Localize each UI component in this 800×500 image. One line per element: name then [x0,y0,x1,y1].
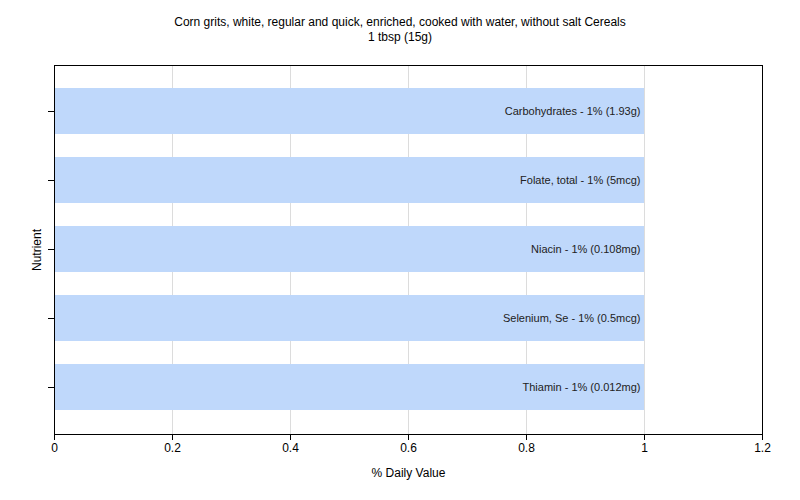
svg-text:Selenium, Se - 1% (0.5mcg): Selenium, Se - 1% (0.5mcg) [503,312,641,324]
svg-text:0: 0 [51,441,58,455]
svg-text:Niacin - 1% (0.108mg): Niacin - 1% (0.108mg) [531,243,640,255]
svg-text:Carbohydrates - 1% (1.93g): Carbohydrates - 1% (1.93g) [505,105,641,117]
svg-text:Folate, total - 1% (5mcg): Folate, total - 1% (5mcg) [520,174,640,186]
html-text:1 tbsp (15g): 1 tbsp (15g) [368,30,432,44]
svg-text:% Daily Value: % Daily Value [372,466,446,480]
svg-text:1.2: 1.2 [754,441,771,455]
html-text:Corn grits, white, regular and: Corn grits, white, regular and quick, en… [174,15,626,29]
svg-text:Thiamin - 1% (0.012mg): Thiamin - 1% (0.012mg) [523,381,641,393]
svg-text:0.4: 0.4 [282,441,299,455]
svg-text:1: 1 [641,441,648,455]
svg-text:Nutrient: Nutrient [30,228,44,271]
svg-text:0.8: 0.8 [518,441,535,455]
svg-text:0.6: 0.6 [400,441,417,455]
svg-text:0.2: 0.2 [164,441,181,455]
